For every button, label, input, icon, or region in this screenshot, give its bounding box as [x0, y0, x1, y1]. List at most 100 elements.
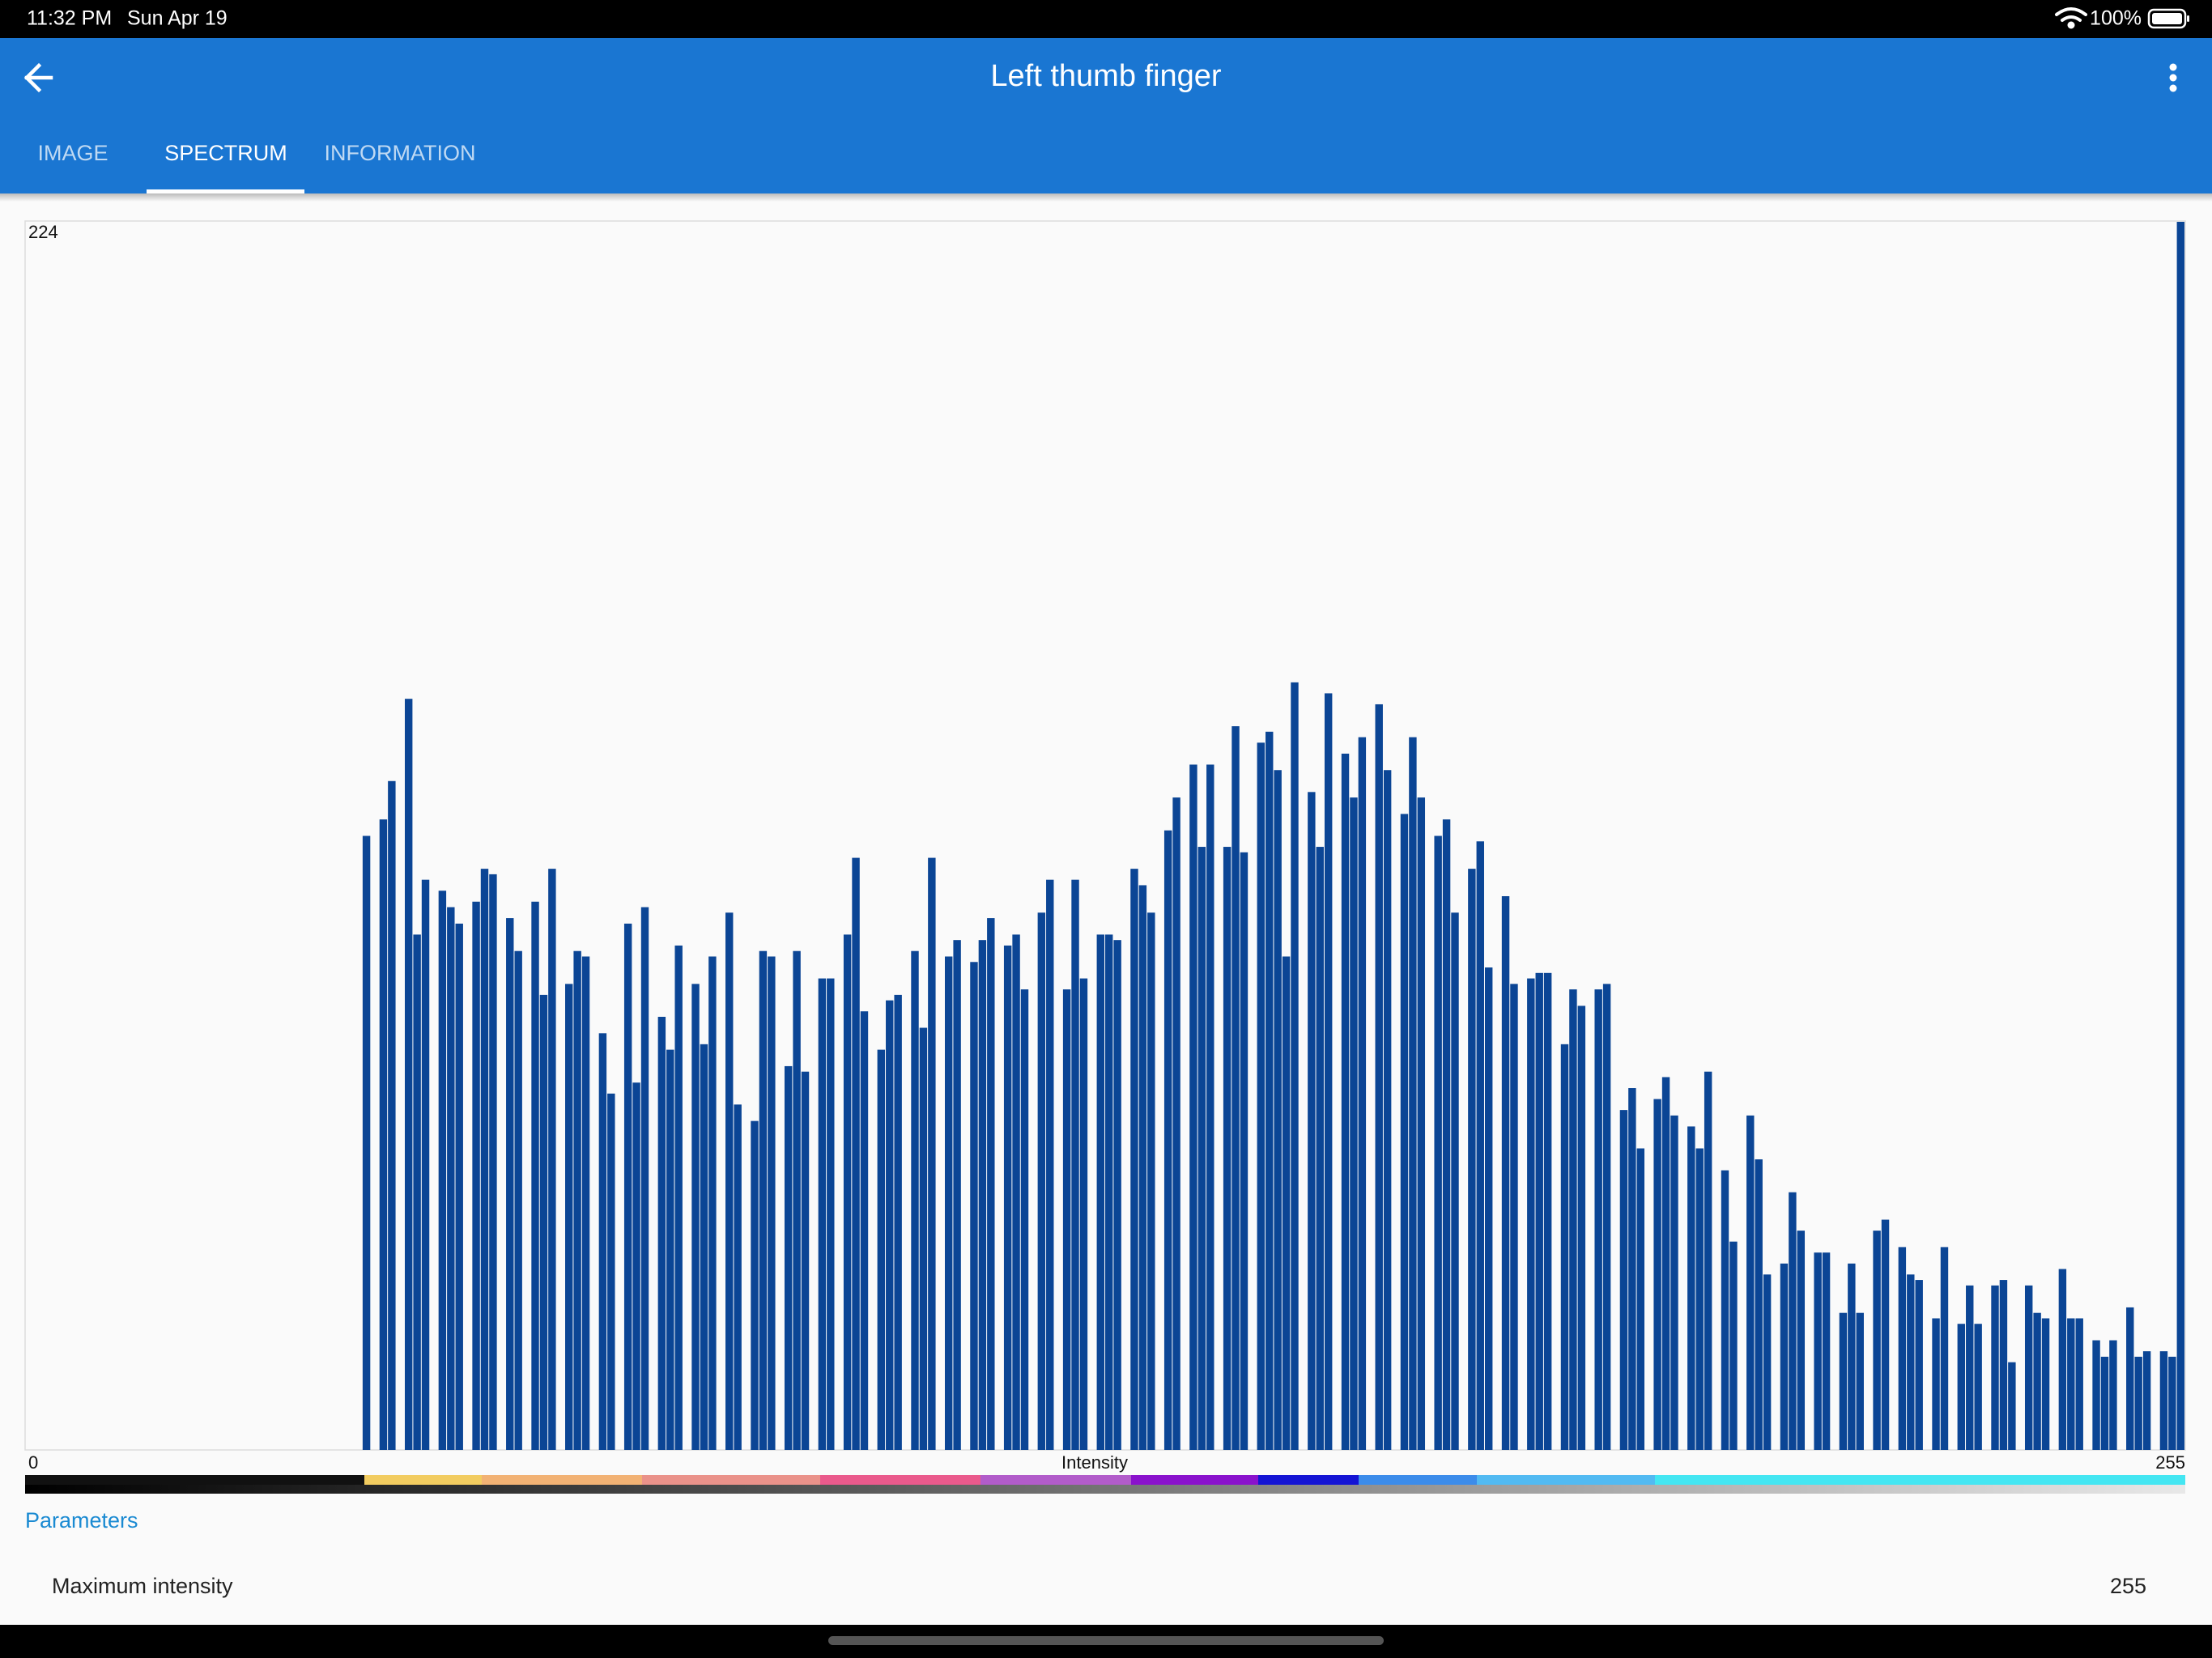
- bar: [1341, 753, 1350, 1450]
- bar: [404, 699, 413, 1450]
- bar: [1113, 940, 1121, 1450]
- x-tick-label: 255: [2155, 1452, 2185, 1473]
- back-button[interactable]: [23, 62, 53, 93]
- bar: [1814, 1252, 1822, 1450]
- section-title[interactable]: Parameters: [25, 1508, 138, 1533]
- bar: [1079, 978, 1088, 1450]
- bar: [784, 1065, 793, 1450]
- bar: [1147, 912, 1155, 1450]
- bar: [1687, 1126, 1695, 1450]
- bar: [1670, 1115, 1678, 1450]
- bar: [1138, 885, 1147, 1450]
- tab-selected[interactable]: SPECTRUM: [164, 141, 287, 165]
- bar: [1999, 1280, 2008, 1450]
- bar: [565, 984, 573, 1450]
- bar: [640, 907, 649, 1450]
- bar: [1991, 1285, 1999, 1450]
- bar: [581, 956, 590, 1450]
- bar: [2159, 1351, 2168, 1450]
- bar: [1308, 792, 1316, 1450]
- bar: [1240, 852, 1249, 1450]
- bar: [1746, 1115, 1755, 1450]
- bar: [1130, 869, 1138, 1450]
- bar: [1560, 1044, 1569, 1450]
- bar: [598, 1033, 607, 1450]
- bar: [362, 835, 371, 1450]
- bar: [1291, 682, 1299, 1450]
- bar: [2075, 1318, 2083, 1450]
- bar: [1755, 1159, 1763, 1450]
- bar: [1636, 1148, 1644, 1450]
- bar: [1037, 912, 1046, 1450]
- bar: [2176, 222, 2184, 1450]
- bar: [1661, 1077, 1670, 1450]
- bar: [666, 1049, 674, 1450]
- bar: [1543, 972, 1552, 1450]
- wifi-icon: [2055, 7, 2087, 29]
- bar: [1856, 1312, 1864, 1450]
- bar: [1898, 1247, 1907, 1450]
- chart: 224 0 255: [28, 222, 2185, 1473]
- bar: [1062, 989, 1071, 1450]
- bar: [734, 1104, 742, 1450]
- bar: [455, 923, 463, 1450]
- bar: [978, 940, 987, 1450]
- bar: [1940, 1247, 1949, 1450]
- app-title: Left thumb finger: [990, 59, 1222, 93]
- app-bar-shadow: [0, 193, 2212, 202]
- bar: [2134, 1356, 2142, 1450]
- bar: [852, 857, 860, 1450]
- bar: [1274, 770, 1282, 1450]
- bar: [1282, 956, 1291, 1450]
- bar: [1206, 764, 1214, 1450]
- bar: [2058, 1269, 2067, 1450]
- bar: [1451, 912, 1459, 1450]
- bar: [1594, 989, 1602, 1450]
- bar: [2092, 1340, 2100, 1450]
- bar: [953, 940, 961, 1450]
- bar: [827, 978, 835, 1450]
- bar: [1189, 764, 1197, 1450]
- home-indicator[interactable]: [828, 1636, 1384, 1645]
- bar: [1163, 830, 1172, 1450]
- bar: [1484, 967, 1493, 1450]
- bar: [2142, 1351, 2151, 1450]
- bar: [1105, 934, 1113, 1450]
- tab[interactable]: IMAGE: [37, 141, 108, 165]
- bar: [1012, 934, 1020, 1450]
- bar: [1822, 1252, 1831, 1450]
- parameter-value: 255: [2110, 1574, 2146, 1598]
- bar: [388, 780, 396, 1450]
- bar: [894, 994, 902, 1450]
- bar: [1510, 984, 1518, 1450]
- bar: [573, 950, 581, 1450]
- bar: [1527, 978, 1535, 1450]
- bar: [2100, 1356, 2109, 1450]
- bar: [751, 1120, 759, 1450]
- bar: [1358, 737, 1367, 1450]
- bar: [1231, 726, 1240, 1450]
- bar: [421, 879, 430, 1450]
- bar: [1172, 797, 1180, 1450]
- bar: [539, 994, 548, 1450]
- bar: [1721, 1170, 1729, 1450]
- bar: [1848, 1263, 1856, 1450]
- bar: [1020, 989, 1029, 1450]
- bar: [1907, 1274, 1915, 1450]
- status-bar: [0, 0, 2212, 38]
- x-axis-label: Intensity: [1061, 1452, 1128, 1473]
- bar: [700, 1044, 708, 1450]
- menu-button[interactable]: [2169, 63, 2177, 92]
- bar: [801, 1071, 810, 1450]
- bar: [489, 874, 497, 1450]
- bar: [1763, 1274, 1772, 1450]
- bar: [2041, 1318, 2050, 1450]
- bar: [1324, 693, 1333, 1450]
- tab[interactable]: INFORMATION: [325, 141, 476, 165]
- bar: [1839, 1312, 1848, 1450]
- bar: [1915, 1280, 1923, 1450]
- bar: [548, 869, 556, 1450]
- bar: [911, 950, 919, 1450]
